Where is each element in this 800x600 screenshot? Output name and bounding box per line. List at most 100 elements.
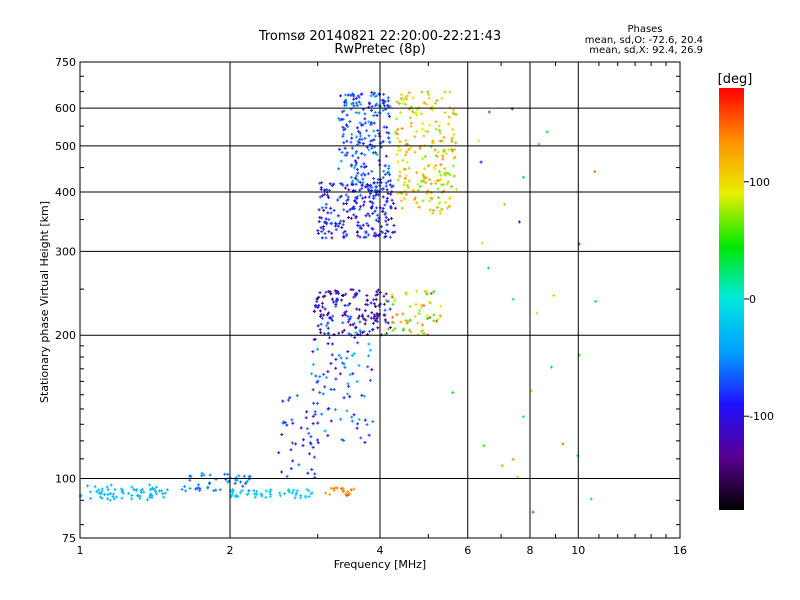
data-point — [341, 330, 345, 334]
data-point — [315, 297, 319, 301]
data-point — [345, 409, 349, 413]
data-point — [189, 474, 193, 478]
data-point — [327, 196, 331, 200]
data-point — [354, 150, 358, 154]
data-point — [405, 160, 409, 164]
data-point — [522, 175, 526, 179]
data-point — [318, 181, 322, 185]
data-point — [323, 232, 327, 236]
data-point — [268, 489, 272, 493]
data-point — [358, 131, 362, 135]
data-point — [342, 208, 346, 212]
data-point — [443, 173, 447, 177]
data-point — [247, 474, 251, 478]
y-axis-label: Stationary phase Virtual Height [km] — [38, 201, 51, 403]
data-point — [396, 192, 400, 196]
data-point — [355, 379, 359, 383]
data-point — [356, 220, 360, 224]
data-point — [391, 315, 395, 319]
data-point — [383, 164, 387, 168]
data-point — [320, 194, 324, 198]
data-point — [392, 299, 396, 303]
data-point — [366, 212, 370, 216]
data-point — [336, 214, 340, 218]
data-point — [88, 490, 92, 494]
data-point — [112, 492, 116, 496]
data-point — [384, 184, 388, 188]
data-point — [432, 208, 436, 212]
data-point — [318, 291, 322, 295]
data-point — [403, 180, 407, 184]
data-point — [344, 310, 348, 314]
data-point — [339, 194, 343, 198]
data-point — [313, 472, 317, 476]
data-point — [325, 188, 329, 192]
data-point — [307, 489, 311, 493]
data-point — [359, 165, 363, 169]
y-tick-label: 400 — [55, 186, 76, 199]
data-point — [412, 198, 416, 202]
data-point — [316, 438, 320, 442]
data-point — [335, 297, 339, 301]
data-point — [316, 347, 320, 351]
data-point — [350, 419, 354, 423]
data-point — [365, 183, 369, 187]
data-point — [326, 326, 330, 330]
data-point — [345, 210, 349, 214]
data-point — [408, 116, 412, 120]
data-point — [342, 362, 346, 366]
data-point — [121, 488, 125, 492]
data-point — [381, 140, 385, 144]
data-point — [389, 204, 393, 208]
data-point — [363, 153, 367, 157]
data-point — [404, 319, 408, 323]
data-point — [365, 293, 369, 297]
data-point — [350, 102, 354, 106]
data-point — [316, 324, 320, 328]
data-point — [360, 183, 364, 187]
data-point — [357, 95, 361, 99]
data-point — [198, 486, 202, 490]
data-point — [426, 317, 430, 321]
data-point — [317, 208, 321, 212]
data-point — [350, 132, 354, 136]
data-point — [395, 100, 399, 104]
data-point — [415, 171, 419, 175]
data-point — [347, 384, 351, 388]
data-point — [310, 372, 314, 376]
data-point — [130, 485, 134, 489]
data-point — [364, 302, 368, 306]
data-point — [382, 98, 386, 102]
data-point — [365, 221, 369, 225]
data-point — [345, 232, 349, 236]
data-point — [358, 121, 362, 125]
data-point — [375, 290, 379, 294]
data-point — [414, 302, 418, 306]
data-point — [387, 114, 391, 118]
data-point — [425, 292, 429, 296]
data-point — [359, 134, 363, 138]
data-point — [354, 111, 358, 115]
data-point — [165, 488, 169, 492]
data-point — [292, 488, 296, 492]
data-point — [359, 330, 363, 334]
data-point — [372, 176, 376, 180]
data-point — [384, 298, 388, 302]
data-point — [416, 321, 420, 325]
data-point — [374, 150, 378, 154]
stats-line-x: mean, sd,X: 92.4, 26.9 — [589, 45, 703, 56]
data-point — [328, 182, 332, 186]
data-point — [293, 496, 297, 500]
data-point — [374, 185, 378, 189]
data-point — [334, 228, 338, 232]
data-point — [163, 491, 167, 495]
data-point — [361, 196, 365, 200]
data-point — [319, 216, 323, 220]
data-point — [367, 433, 371, 437]
data-point — [444, 170, 448, 174]
data-point — [375, 113, 379, 117]
data-point — [311, 362, 315, 366]
data-point — [413, 314, 417, 318]
data-point — [351, 154, 355, 158]
data-point — [436, 178, 440, 182]
